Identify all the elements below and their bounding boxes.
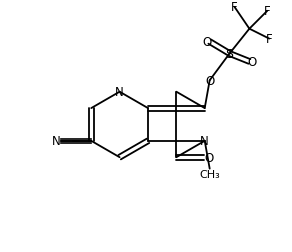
Text: O: O [248, 56, 257, 69]
Text: F: F [231, 1, 238, 14]
Text: F: F [266, 33, 272, 46]
Text: CH₃: CH₃ [199, 169, 220, 179]
Text: S: S [225, 48, 234, 61]
Text: O: O [202, 36, 211, 49]
Text: O: O [204, 151, 214, 164]
Text: F: F [264, 5, 271, 18]
Text: N: N [115, 86, 124, 99]
Text: N: N [52, 135, 61, 148]
Text: N: N [200, 135, 209, 148]
Text: O: O [205, 75, 214, 87]
